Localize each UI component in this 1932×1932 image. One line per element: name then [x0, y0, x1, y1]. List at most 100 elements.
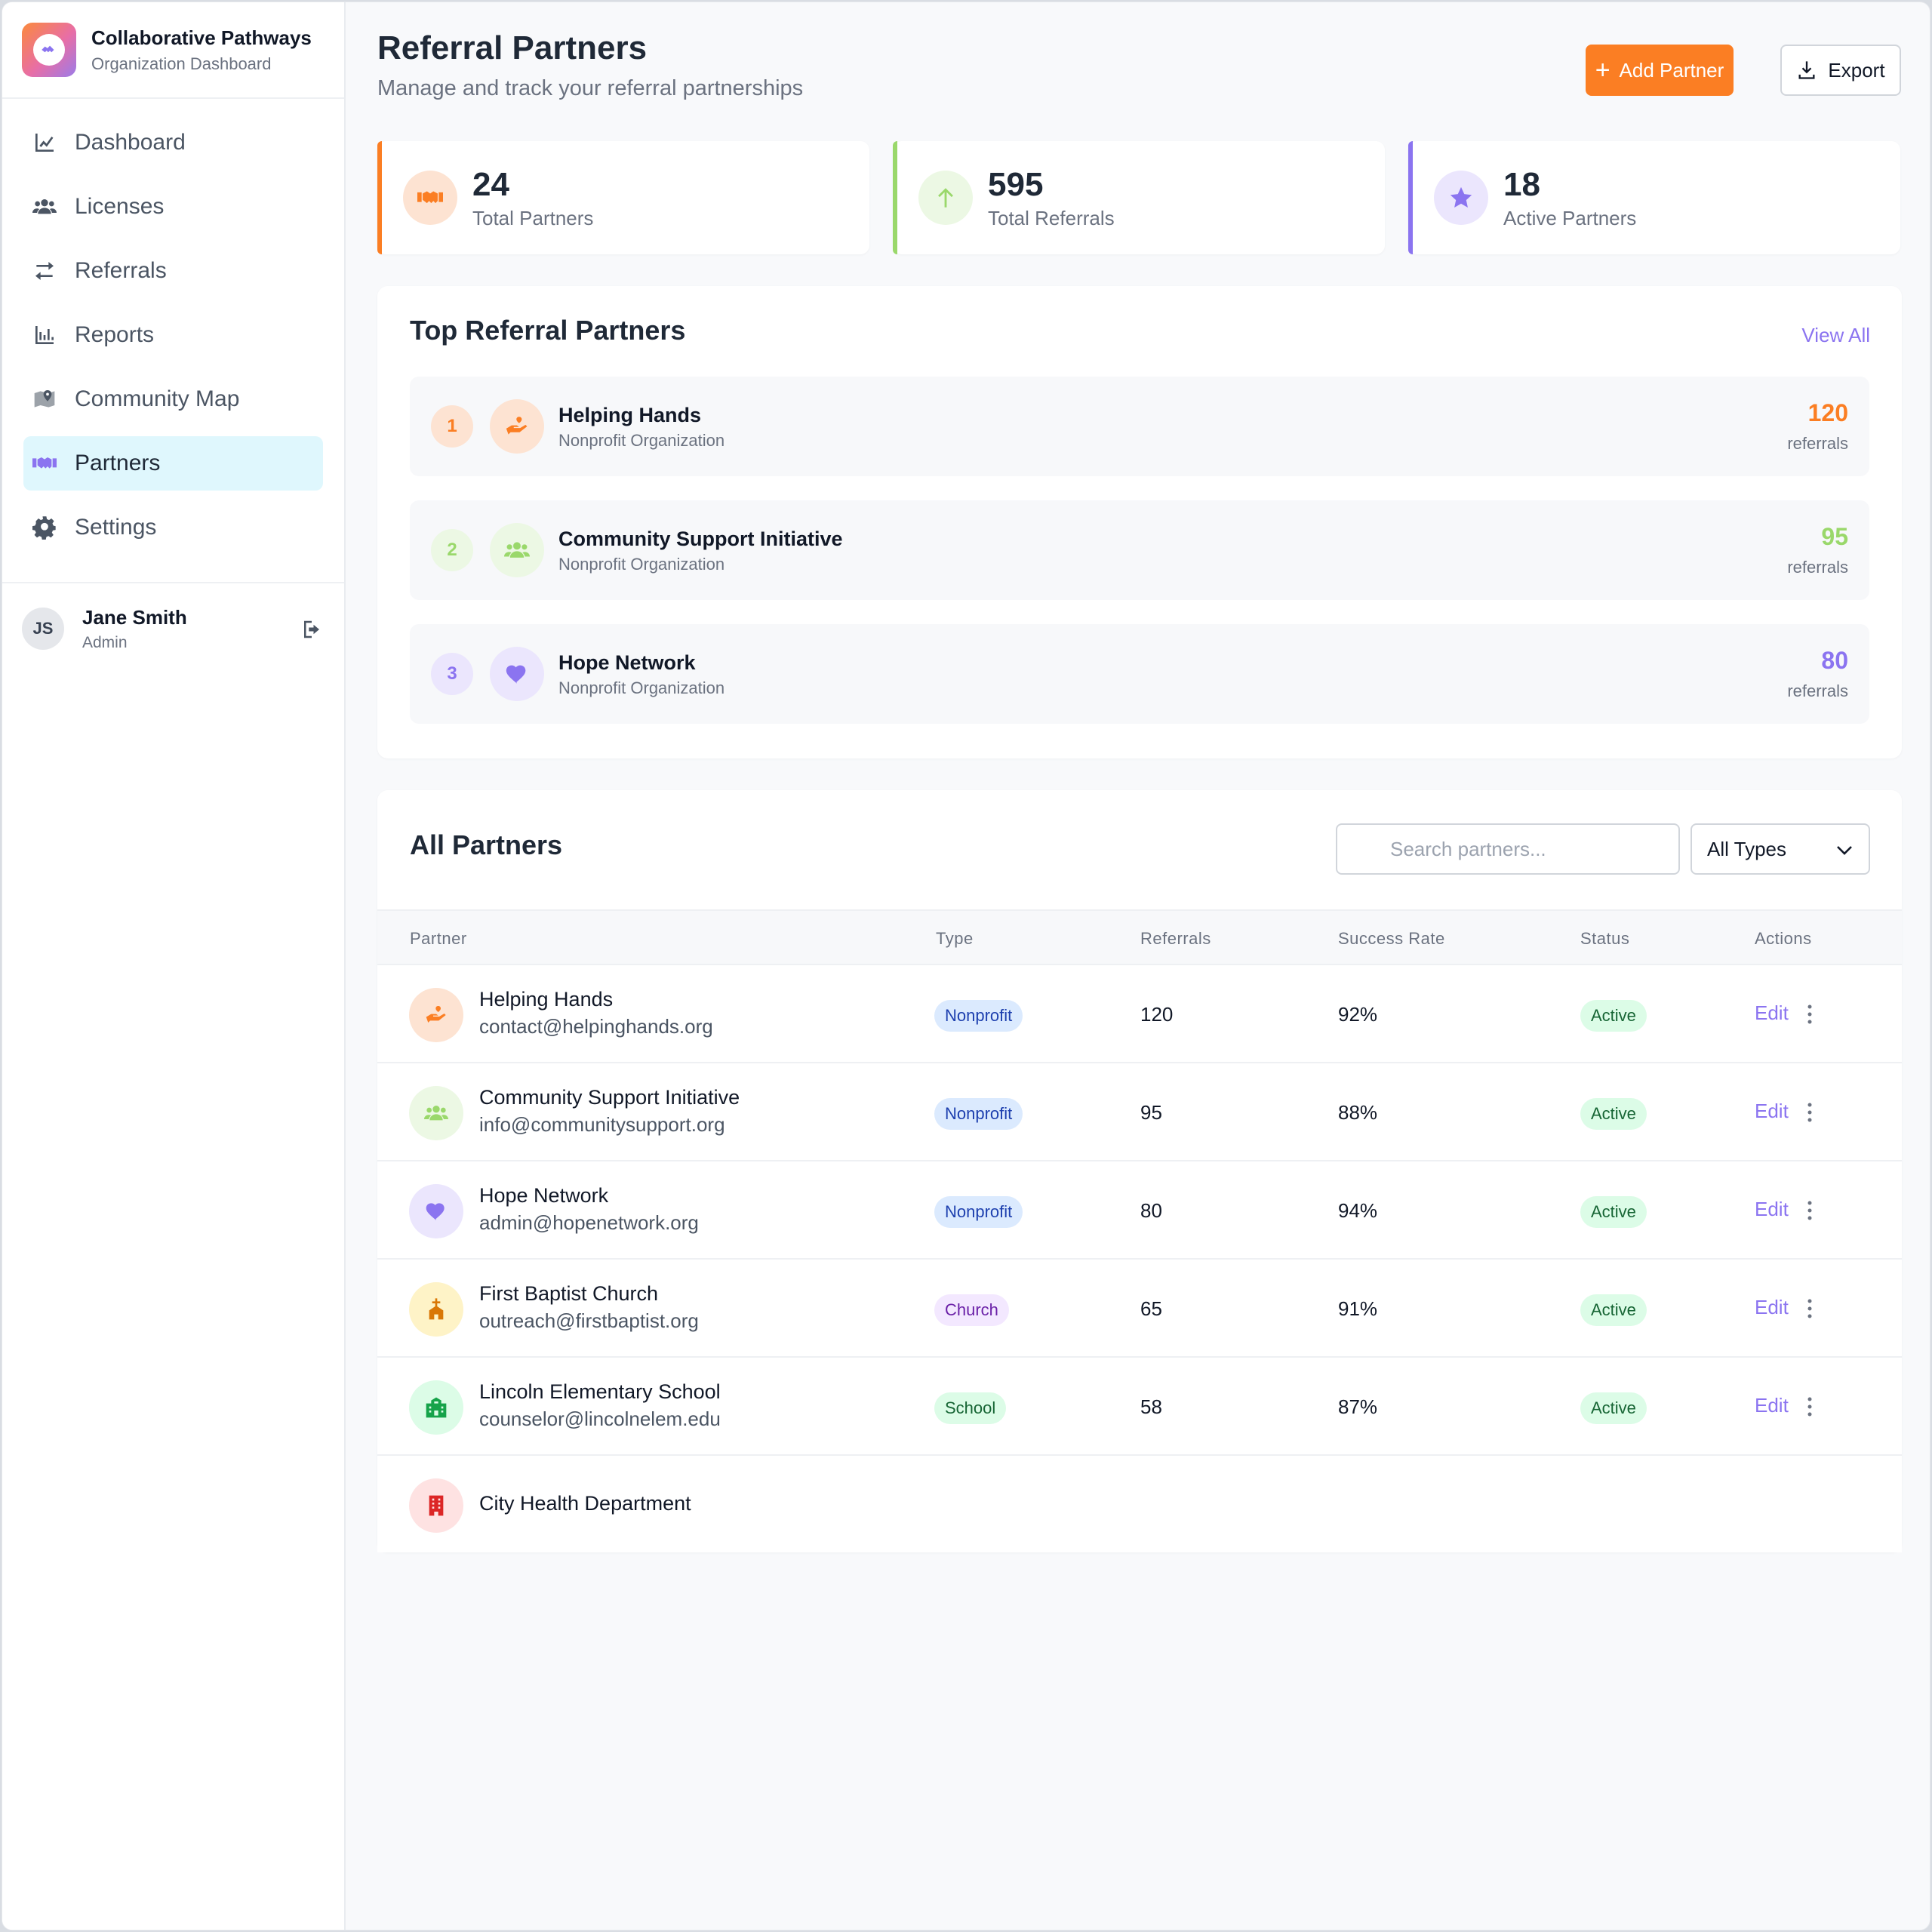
status-badge: Active: [1580, 1294, 1647, 1326]
sidebar-item-label: Partners: [75, 451, 161, 475]
bar-chart-icon: [35, 326, 54, 344]
edit-button[interactable]: Edit: [1755, 1394, 1789, 1417]
handshake-icon: [32, 457, 57, 469]
type-badge: Nonprofit: [934, 1000, 1023, 1032]
sidebar-item-label: Licenses: [75, 194, 165, 219]
users-icon: [409, 1086, 463, 1140]
hand-holding-heart-icon: [409, 988, 463, 1042]
success-rate: 92%: [1338, 1003, 1378, 1026]
logout-icon[interactable]: [300, 618, 323, 641]
users-icon: [32, 199, 57, 214]
type-badge: School: [934, 1392, 1007, 1424]
export-button[interactable]: Export: [1780, 45, 1901, 96]
edit-button[interactable]: Edit: [1755, 1001, 1789, 1024]
column-header: Partner: [410, 929, 467, 948]
hand-holding-heart-icon: [490, 399, 544, 454]
table-header: Partner Type Referrals Success Rate Stat…: [377, 909, 1902, 964]
table-row: Helping Hands contact@helpinghands.org N…: [377, 964, 1902, 1062]
users-icon: [490, 523, 544, 577]
rank-badge: 2: [431, 529, 473, 571]
table-row: City Health Department: [377, 1454, 1902, 1552]
partner-email: contact@helpinghands.org: [479, 1015, 713, 1038]
add-partner-button[interactable]: + Add Partner: [1586, 45, 1734, 96]
success-rate: 88%: [1338, 1101, 1378, 1124]
sidebar-item-community-map[interactable]: Community Map: [23, 372, 323, 426]
sidebar-item-settings[interactable]: Settings: [23, 500, 323, 555]
rank-badge: 1: [431, 405, 473, 448]
partner-name: Helping Hands: [479, 988, 614, 1011]
edit-button[interactable]: Edit: [1755, 1100, 1789, 1122]
type-filter-select[interactable]: All Types: [1690, 823, 1870, 875]
chevron-down-icon: [1837, 846, 1852, 855]
arrow-up-icon: [918, 171, 973, 225]
sidebar-item-label: Referrals: [75, 258, 167, 283]
view-all-link[interactable]: View All: [1801, 324, 1870, 346]
partner-email: outreach@firstbaptist.org: [479, 1309, 699, 1332]
more-vertical-icon[interactable]: [1805, 1199, 1814, 1222]
rank-badge: 3: [431, 653, 473, 695]
success-rate: 87%: [1338, 1395, 1378, 1418]
more-vertical-icon[interactable]: [1805, 1003, 1814, 1026]
all-partners-title: All Partners: [410, 829, 563, 860]
sidebar-item-dashboard[interactable]: Dashboard: [23, 115, 323, 170]
referrals-count: 95: [1140, 1101, 1162, 1124]
heart-icon: [490, 647, 544, 701]
sidebar-item-referrals[interactable]: Referrals: [23, 244, 323, 298]
edit-button[interactable]: Edit: [1755, 1296, 1789, 1318]
search-input[interactable]: [1336, 823, 1680, 875]
top-partner-unit: referrals: [1787, 681, 1848, 700]
download-icon: [1798, 61, 1815, 79]
stat-accent-bar: [893, 141, 897, 254]
type-filter-value: All Types: [1707, 837, 1787, 860]
column-header: Actions: [1755, 929, 1812, 948]
top-partner-unit: referrals: [1787, 434, 1848, 453]
page-title: Referral Partners: [377, 29, 648, 66]
stat-card-total-partners: 24 Total Partners: [377, 141, 869, 254]
star-icon: [1434, 171, 1488, 225]
column-header: Referrals: [1140, 929, 1211, 948]
export-label: Export: [1828, 58, 1885, 82]
page-subtitle: Manage and track your referral partnersh…: [377, 76, 804, 100]
sidebar-item-reports[interactable]: Reports: [23, 308, 323, 362]
top-partners-card: Top Referral Partners View All 1 Helping…: [377, 286, 1902, 758]
user-profile: JS Jane Smith Admin: [2, 582, 344, 674]
top-partner-item[interactable]: 3 Hope Network Nonprofit Organization 80…: [410, 624, 1869, 724]
top-partners-title: Top Referral Partners: [410, 315, 686, 346]
church-icon: [409, 1282, 463, 1337]
top-partner-name: Hope Network: [558, 651, 696, 674]
more-vertical-icon[interactable]: [1805, 1101, 1814, 1124]
referrals-count: 120: [1140, 1003, 1174, 1026]
more-vertical-icon[interactable]: [1805, 1297, 1814, 1320]
status-badge: Active: [1580, 1392, 1647, 1424]
table-row: Lincoln Elementary School counselor@linc…: [377, 1356, 1902, 1454]
partner-name: Hope Network: [479, 1184, 609, 1207]
stats-row: 24 Total Partners 595 Total Referrals: [377, 141, 1902, 254]
more-vertical-icon[interactable]: [1805, 1395, 1814, 1418]
top-partner-name: Helping Hands: [558, 404, 702, 426]
top-partner-type: Nonprofit Organization: [558, 678, 725, 697]
referrals-count: 80: [1140, 1199, 1162, 1222]
top-partner-item[interactable]: 1 Helping Hands Nonprofit Organization 1…: [410, 377, 1869, 476]
edit-button[interactable]: Edit: [1755, 1198, 1789, 1220]
brand-logo: [22, 23, 76, 77]
top-partner-count: 95: [1821, 523, 1848, 550]
map-marker-icon: [34, 390, 55, 408]
sidebar-item-partners[interactable]: Partners: [23, 436, 323, 491]
avatar: JS: [22, 608, 64, 650]
user-name: Jane Smith: [82, 605, 187, 629]
sidebar-item-label: Reports: [75, 322, 155, 347]
status-badge: Active: [1580, 1196, 1647, 1228]
sidebar: Collaborative Pathways Organization Dash…: [2, 2, 346, 1930]
sidebar-item-licenses[interactable]: Licenses: [23, 180, 323, 234]
referrals-count: 58: [1140, 1395, 1162, 1418]
chart-line-icon: [35, 134, 54, 152]
stat-label: Total Referrals: [988, 206, 1115, 229]
top-partner-item[interactable]: 2 Community Support Initiative Nonprofit…: [410, 500, 1869, 600]
stat-card-active-partners: 18 Active Partners: [1408, 141, 1900, 254]
top-partner-count: 120: [1807, 399, 1848, 426]
add-partner-label: Add Partner: [1619, 58, 1724, 82]
brand-title: Collaborative Pathways: [91, 26, 312, 49]
partner-email: admin@hopenetwork.org: [479, 1211, 699, 1234]
stat-card-total-referrals: 595 Total Referrals: [893, 141, 1385, 254]
top-partner-name: Community Support Initiative: [558, 528, 843, 550]
